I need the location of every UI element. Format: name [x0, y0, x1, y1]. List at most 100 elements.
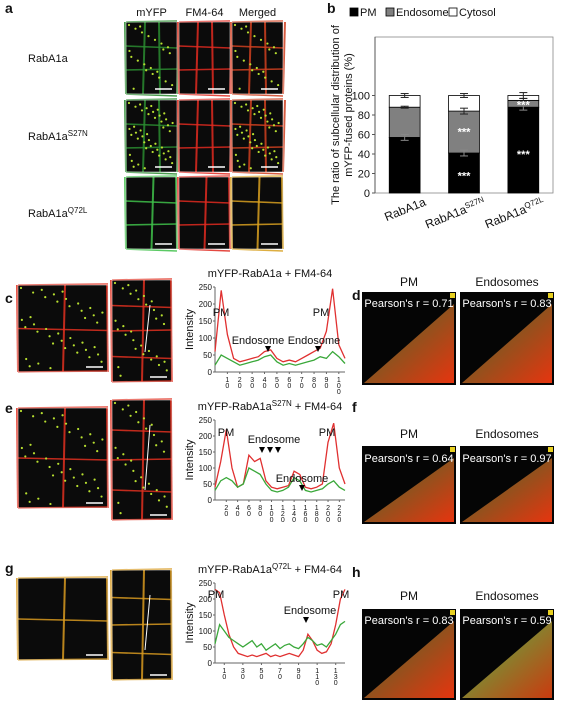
vesicle [156, 70, 159, 73]
scatter-cloud [462, 621, 552, 698]
x-tick-label: 200 [325, 505, 332, 523]
cell-wall [111, 429, 173, 433]
vesicle [266, 146, 270, 149]
cell-wall [17, 618, 109, 622]
frame [178, 176, 231, 250]
vesicle [20, 446, 23, 450]
vesicle [132, 165, 135, 168]
vesicle [249, 141, 252, 144]
vesicle [113, 281, 117, 285]
x-tick-label: 120 [279, 505, 286, 523]
vesicle [162, 322, 166, 326]
frame [111, 569, 173, 681]
legend-label: PM [360, 7, 377, 19]
vesicle [40, 288, 43, 291]
x-tick-label: 100 [268, 505, 275, 523]
vesicle [168, 52, 171, 55]
intensity-line [214, 288, 346, 363]
vesicle [238, 165, 241, 168]
cell-wall [256, 176, 261, 250]
error-bar [460, 107, 468, 115]
vesicle [61, 414, 64, 417]
corner-marker [450, 610, 455, 615]
vesicle [127, 101, 131, 105]
title-part: S27N [272, 399, 292, 408]
significance: *** [517, 149, 531, 161]
vesicle [165, 505, 168, 508]
vesicle [243, 163, 246, 166]
vesicle [268, 152, 271, 155]
vesicle [150, 358, 153, 361]
micrograph [177, 20, 233, 97]
x-tick-label: 50 [273, 377, 280, 389]
vesicle [153, 38, 157, 41]
vesicle [169, 156, 172, 159]
micrograph [110, 568, 173, 681]
corner-marker [548, 293, 553, 298]
vesicle [24, 326, 27, 329]
vesicle [130, 330, 133, 333]
vesicle [96, 450, 99, 453]
vesicle [251, 69, 254, 72]
vesicle [264, 154, 267, 157]
vesicle [273, 150, 276, 153]
annotation: PM [313, 307, 330, 319]
vesicle [253, 138, 257, 142]
title-part: mYFP-RabA1a + FM4-64 [208, 268, 332, 280]
vesicle [270, 158, 273, 161]
vesicle [134, 105, 137, 108]
cell-wall [231, 200, 284, 204]
micrograph [177, 98, 233, 175]
vesicle [134, 347, 137, 350]
vesicle [36, 460, 39, 463]
row-label: RabA1aQ72L [28, 206, 88, 220]
vesicle [114, 446, 117, 449]
error-bar [400, 105, 409, 109]
vesicle [52, 293, 56, 296]
vesicle [234, 49, 237, 53]
vesicle [92, 314, 95, 317]
x-tick-label: 110 [314, 668, 321, 686]
vesicle [158, 76, 161, 79]
cell-wall [125, 93, 178, 97]
pearson-r: Pearson's r = 0.83 [364, 615, 453, 627]
vesicle [52, 417, 56, 420]
vesicle [242, 59, 245, 62]
error-bar [400, 134, 409, 141]
vesicle [262, 70, 265, 73]
vesicle [145, 303, 148, 306]
frame [111, 399, 173, 521]
vesicle [143, 141, 146, 144]
micrograph-bg [179, 22, 230, 94]
vesicle [277, 161, 280, 165]
vesicle [28, 365, 31, 368]
x-tick-label: RabA1aQ72L [483, 195, 547, 232]
vesicle [274, 130, 277, 133]
micrograph [110, 398, 173, 521]
vesicle [253, 113, 256, 116]
y-tick-label: 100 [199, 627, 213, 636]
x-tick-label: 30 [239, 668, 246, 680]
cell-wall [178, 45, 231, 49]
title-part: + FM4-64 [292, 564, 342, 576]
bar-segment [507, 106, 540, 194]
cell-wall [111, 623, 173, 626]
vesicle [160, 42, 163, 45]
vesicle [132, 339, 135, 342]
vesicle [77, 302, 80, 305]
vesicle [51, 342, 55, 345]
vesicle [240, 105, 243, 108]
annotation-arrow [299, 485, 305, 491]
vesicle [270, 80, 273, 83]
vesicle [240, 27, 243, 30]
cell-wall [178, 68, 231, 71]
vesicle [140, 31, 144, 34]
vesicle [124, 333, 127, 336]
cell-wall [231, 248, 284, 252]
vesicle [121, 287, 124, 290]
profile-arrow [144, 594, 151, 651]
vesicle [142, 353, 145, 356]
cell-wall [178, 171, 231, 175]
vesicle [234, 153, 238, 157]
vesicle [166, 46, 170, 49]
